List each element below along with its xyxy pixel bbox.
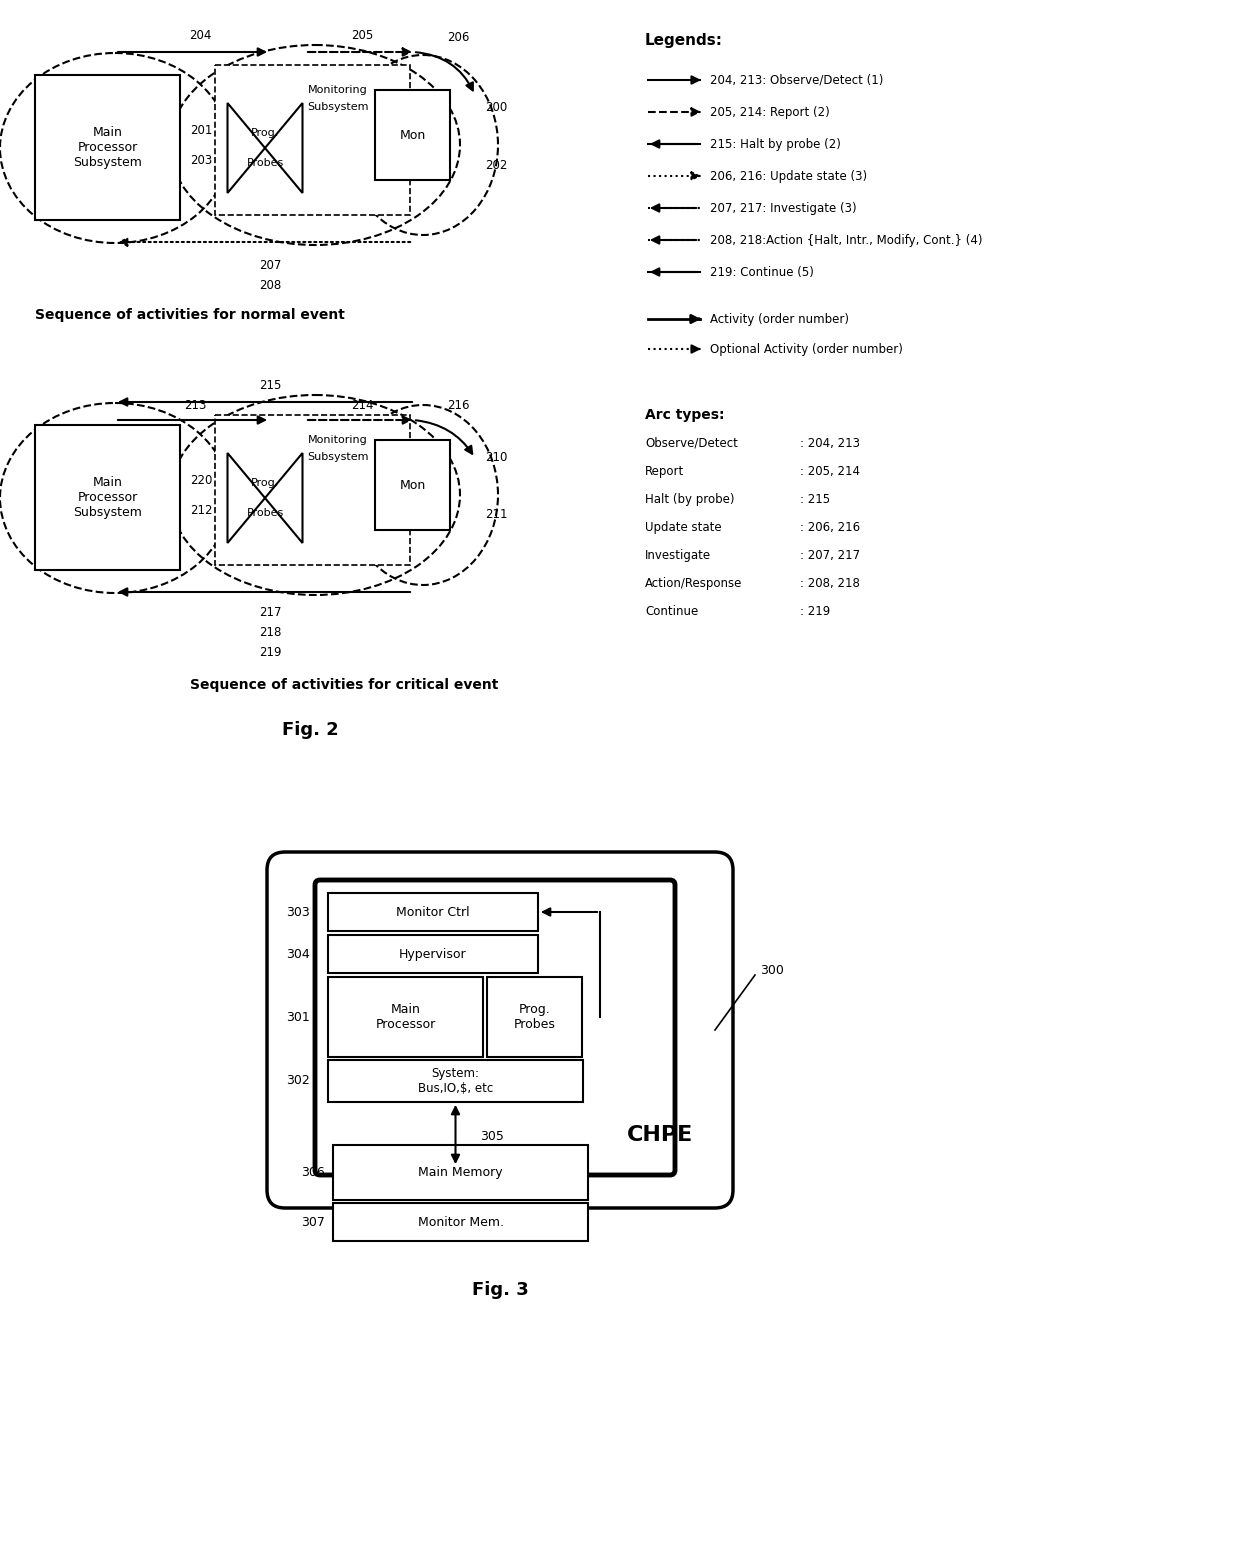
Text: Mon: Mon [399,129,425,142]
Text: 212: 212 [190,503,212,517]
Text: 217: 217 [259,606,281,618]
Text: : 219: : 219 [800,604,831,618]
Text: 202: 202 [485,159,507,171]
Text: Optional Activity (order number): Optional Activity (order number) [711,343,903,355]
Text: 219: Continue (5): 219: Continue (5) [711,266,813,279]
Text: 206: 206 [446,31,469,44]
Text: 200: 200 [485,101,507,114]
Text: Prog.: Prog. [250,478,279,487]
Text: Monitor Mem.: Monitor Mem. [418,1216,503,1228]
Text: 304: 304 [286,948,310,961]
Text: Prog.: Prog. [250,128,279,139]
Text: Halt (by probe): Halt (by probe) [645,492,734,506]
Bar [374,90,450,181]
Text: 306: 306 [301,1166,325,1179]
Bar [329,1060,583,1102]
Text: 211: 211 [485,509,507,522]
Polygon shape [227,103,265,193]
Text: 206, 216: Update state (3): 206, 216: Update state (3) [711,170,867,182]
Text: Prog.
Probes: Prog. Probes [513,1003,556,1031]
Text: Arc types:: Arc types: [645,408,724,422]
Text: 204: 204 [188,28,211,42]
Text: 201: 201 [190,123,212,137]
Bar [334,1144,588,1200]
Bar [329,894,538,931]
Bar [374,441,450,529]
Text: Continue: Continue [645,604,698,618]
Text: Fig. 3: Fig. 3 [471,1281,528,1299]
Polygon shape [265,453,303,543]
Text: Main
Processor: Main Processor [376,1003,435,1031]
Text: Action/Response: Action/Response [645,576,743,590]
Text: 215: 215 [259,378,281,391]
Text: Main
Processor
Subsystem: Main Processor Subsystem [73,126,141,170]
Text: Main Memory: Main Memory [418,1166,502,1179]
Text: 300: 300 [760,964,784,976]
FancyBboxPatch shape [315,880,675,1176]
Text: : 207, 217: : 207, 217 [800,548,861,562]
Text: 220: 220 [190,473,212,486]
Text: Probes: Probes [247,508,284,518]
Bar [487,976,582,1057]
Text: Main
Processor
Subsystem: Main Processor Subsystem [73,476,141,518]
Text: Observe/Detect: Observe/Detect [645,436,738,450]
Bar [329,976,484,1057]
Text: : 204, 213: : 204, 213 [800,436,861,450]
Text: Fig. 2: Fig. 2 [281,721,339,740]
Text: Monitoring: Monitoring [308,86,367,95]
Text: : 208, 218: : 208, 218 [800,576,859,590]
Bar [35,75,180,220]
Text: 302: 302 [286,1074,310,1087]
Text: 207: 207 [259,258,281,271]
Text: Subsystem: Subsystem [306,452,368,462]
Text: Legends:: Legends: [645,33,723,48]
Polygon shape [265,103,303,193]
Text: 203: 203 [190,154,212,167]
Text: 218: 218 [259,626,281,638]
Text: Report: Report [645,464,684,478]
Bar [329,936,538,973]
Text: 216: 216 [446,399,469,411]
Bar [215,416,410,565]
Text: : 205, 214: : 205, 214 [800,464,861,478]
Text: : 206, 216: : 206, 216 [800,520,861,534]
Text: Probes: Probes [247,157,284,168]
FancyBboxPatch shape [267,852,733,1208]
Text: 303: 303 [286,906,310,919]
Text: 213: 213 [184,399,206,411]
Text: Update state: Update state [645,520,722,534]
Text: 301: 301 [286,1010,310,1023]
Text: Sequence of activities for normal event: Sequence of activities for normal event [35,308,345,322]
Text: 210: 210 [485,450,507,464]
Text: 204, 213: Observe/Detect (1): 204, 213: Observe/Detect (1) [711,73,883,87]
Text: 305: 305 [481,1130,505,1143]
Text: Hypervisor: Hypervisor [399,948,466,961]
Text: Mon: Mon [399,478,425,492]
Polygon shape [227,453,265,543]
Bar [35,425,180,570]
Text: 208: 208 [259,279,281,291]
Text: 205: 205 [351,28,373,42]
Text: System:
Bus,IO,$, etc: System: Bus,IO,$, etc [418,1067,494,1095]
Text: 208, 218:Action {Halt, Intr., Modify, Cont.} (4): 208, 218:Action {Halt, Intr., Modify, Co… [711,234,982,246]
Bar [334,1204,588,1241]
Text: Subsystem: Subsystem [306,103,368,112]
Text: 307: 307 [301,1216,325,1228]
Text: Monitor Ctrl: Monitor Ctrl [397,906,470,919]
Text: Activity (order number): Activity (order number) [711,313,849,325]
Text: CHPE: CHPE [627,1126,693,1144]
Text: 215: Halt by probe (2): 215: Halt by probe (2) [711,137,841,151]
Text: 219: 219 [259,646,281,659]
Text: 207, 217: Investigate (3): 207, 217: Investigate (3) [711,201,857,215]
Text: Investigate: Investigate [645,548,711,562]
Text: Monitoring: Monitoring [308,434,367,445]
Bar [215,65,410,215]
Text: 214: 214 [351,399,373,411]
Text: 205, 214: Report (2): 205, 214: Report (2) [711,106,830,118]
Text: : 215: : 215 [800,492,830,506]
Text: Sequence of activities for critical event: Sequence of activities for critical even… [190,677,498,691]
